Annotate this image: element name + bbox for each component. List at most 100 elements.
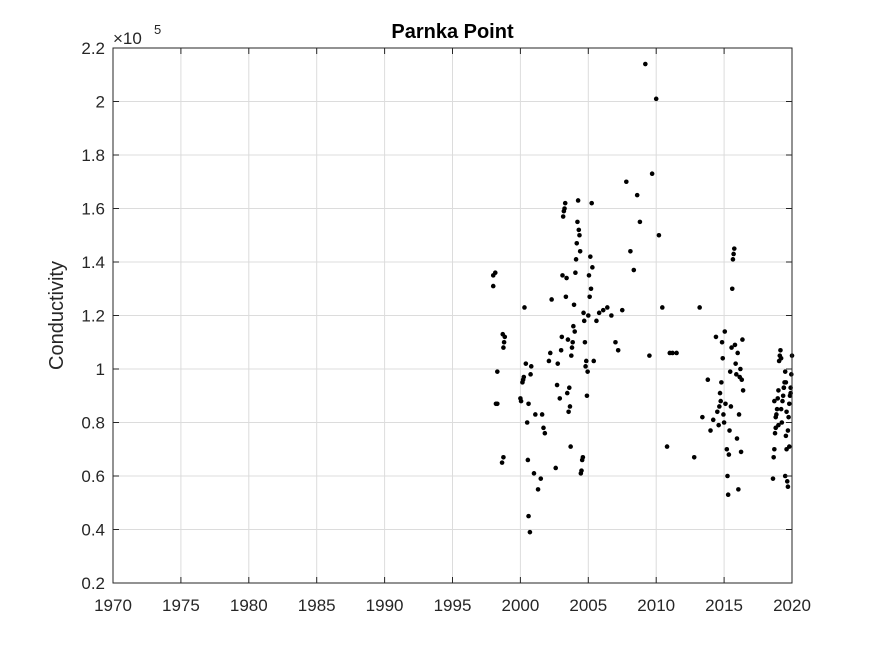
data-point	[577, 249, 583, 254]
data-point	[571, 323, 576, 329]
data-point	[783, 380, 789, 385]
data-point	[705, 377, 711, 383]
y-tick-label: 0.2	[81, 574, 105, 593]
data-point	[577, 232, 582, 238]
data-point	[736, 412, 742, 417]
data-point	[786, 414, 791, 420]
data-points	[490, 61, 795, 535]
data-point	[518, 398, 524, 404]
data-point	[719, 380, 724, 385]
data-point	[583, 358, 589, 364]
data-point	[524, 420, 530, 425]
data-point	[780, 398, 785, 404]
data-point	[572, 329, 578, 334]
y-axis-label: Conductivity	[46, 261, 68, 370]
data-point	[490, 283, 496, 289]
chart-title: Parnka Point	[391, 21, 514, 43]
data-point	[576, 227, 582, 233]
data-point	[634, 192, 640, 198]
y-axis-exponent: ×10 5	[113, 22, 161, 48]
data-point	[780, 393, 786, 399]
data-point	[565, 337, 571, 342]
x-tick-label: 1975	[162, 596, 200, 615]
data-point	[581, 310, 586, 316]
data-point	[590, 265, 595, 270]
data-point	[771, 454, 776, 460]
data-point	[541, 425, 546, 431]
data-point	[560, 214, 566, 219]
data-point	[670, 350, 675, 356]
data-point	[564, 275, 569, 281]
data-point	[782, 369, 788, 374]
data-point	[533, 412, 538, 417]
data-point	[729, 345, 734, 350]
data-point	[580, 454, 586, 460]
data-point	[776, 422, 781, 428]
data-point	[785, 428, 791, 433]
data-point	[558, 347, 564, 353]
data-point	[554, 382, 560, 388]
data-point	[740, 337, 745, 342]
data-point	[500, 331, 506, 337]
data-point	[700, 414, 705, 420]
data-point	[724, 446, 730, 452]
data-point	[733, 361, 738, 366]
data-point	[562, 206, 567, 211]
data-point	[778, 347, 783, 353]
data-point	[717, 404, 722, 409]
data-point	[588, 254, 593, 259]
data-point	[501, 339, 507, 345]
data-point	[587, 294, 592, 300]
data-point	[521, 374, 527, 380]
data-point	[736, 487, 741, 492]
data-point	[729, 286, 735, 292]
data-point	[739, 377, 745, 383]
data-point	[573, 257, 579, 262]
data-point	[786, 444, 792, 449]
data-point	[535, 487, 541, 492]
data-point	[531, 471, 537, 476]
data-point	[568, 444, 573, 449]
data-point	[691, 454, 697, 460]
data-point	[542, 430, 548, 436]
data-point	[721, 420, 727, 425]
data-point	[781, 385, 787, 391]
y-tick-label: 0.8	[81, 414, 105, 433]
data-point	[716, 422, 721, 428]
data-point	[727, 428, 732, 433]
data-point	[571, 302, 577, 308]
data-point	[734, 372, 739, 377]
data-point	[725, 473, 730, 479]
data-point	[528, 372, 533, 377]
y-tick-labels: 0.2 0.4 0.6 0.8 1 1.2 1.4 1.6 1.8 2 2.2	[81, 39, 105, 593]
data-point	[539, 412, 545, 417]
data-point	[582, 339, 588, 345]
data-point	[553, 465, 559, 471]
data-point	[555, 361, 561, 366]
data-point	[778, 356, 784, 361]
data-point	[492, 270, 498, 276]
y-tick-label: 0.4	[81, 521, 105, 540]
data-point	[586, 273, 592, 278]
data-point	[605, 305, 610, 310]
data-point	[783, 433, 789, 439]
x-tick-label: 1985	[298, 596, 336, 615]
data-point	[527, 529, 533, 535]
data-point	[596, 310, 602, 316]
data-point	[522, 305, 527, 310]
y-tick-label: 1.2	[81, 307, 105, 326]
x-tick-labels: 1970 1975 1980 1985 1990 1995 2000 2005 2010 2015…	[94, 596, 811, 615]
data-point	[563, 294, 569, 300]
data-point	[721, 412, 726, 417]
data-point	[719, 339, 725, 345]
data-point	[624, 179, 629, 185]
x-tick-label: 2005	[569, 596, 607, 615]
x-tick-label: 1995	[434, 596, 472, 615]
y-multiplier-exponent: 5	[154, 22, 161, 37]
data-point	[567, 404, 573, 409]
x-tick-label: 2010	[637, 596, 675, 615]
data-point	[647, 353, 652, 358]
data-point	[710, 417, 716, 423]
data-point	[720, 356, 726, 361]
data-point	[656, 232, 662, 238]
